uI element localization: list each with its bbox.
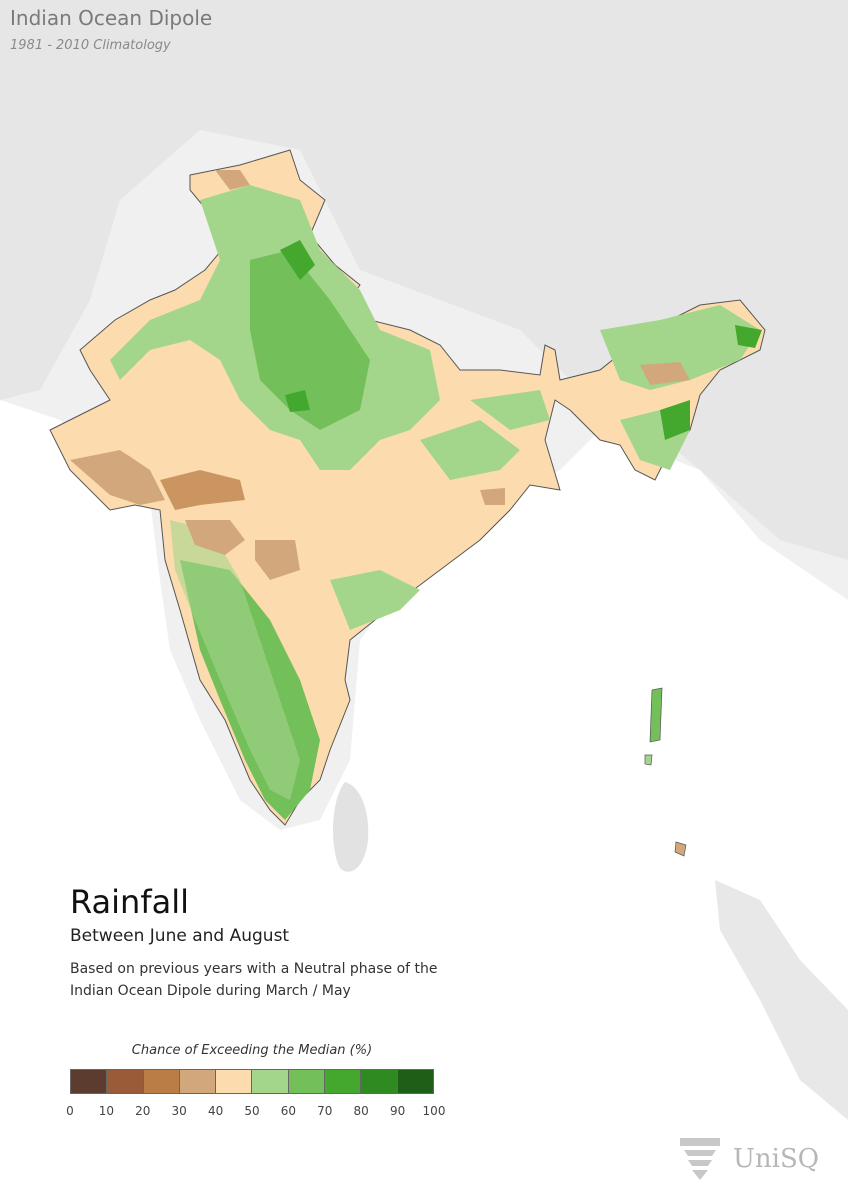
legend-tick-label: 70: [317, 1104, 333, 1118]
zone-dark-green-northeast: [660, 325, 762, 440]
legend-swatch: [361, 1070, 398, 1093]
legend-swatch: [216, 1070, 253, 1093]
legend-swatch: [288, 1070, 326, 1093]
andaman-south-island: [644, 754, 653, 766]
sri-lanka: [333, 782, 369, 872]
indian-ocean: [0, 400, 848, 1199]
page-subtitle: 1981 - 2010 Climatology: [10, 38, 171, 53]
zone-green-gangetic: [250, 250, 370, 430]
zone-tan-deccan: [185, 520, 300, 580]
zone-light-green-northeast: [600, 305, 760, 470]
legend-tick-label: 80: [353, 1104, 369, 1118]
zone-light-green-central-east: [330, 390, 550, 630]
unisq-logo: [680, 1138, 720, 1180]
logo-text: UniSQ: [733, 1144, 820, 1174]
sumatra: [715, 880, 848, 1120]
zone-brown-gujarat: [160, 470, 245, 510]
map-subheading: Between June and August: [70, 926, 290, 946]
legend-swatch: [325, 1070, 362, 1093]
legend-tick-label: 20: [135, 1104, 151, 1118]
legend-tick-label: 10: [98, 1104, 115, 1118]
legend-title: Chance of Exceeding the Median (%): [131, 1043, 373, 1058]
info-panel: Rainfall Between June and August Based o…: [70, 884, 490, 1002]
nicobar-island: [674, 841, 687, 857]
legend-swatch: [107, 1070, 144, 1093]
legend-swatch: [143, 1070, 180, 1093]
legend-swatch: [397, 1070, 433, 1093]
legend-tick-label: 0: [66, 1104, 74, 1118]
unisq-logo-icon: [680, 1138, 720, 1180]
andaman-islands: [649, 687, 663, 743]
legend-tick-label: 60: [280, 1104, 297, 1118]
neighboring-countries: [0, 0, 848, 560]
zone-light-green-west-coast: [170, 520, 300, 800]
legend-tick-label: 40: [207, 1104, 224, 1118]
map-heading: Rainfall: [70, 883, 189, 921]
map-description: Based on previous years with a Neutral p…: [70, 961, 438, 999]
legend-color-scale: [70, 1069, 434, 1094]
legend-tick-label: 100: [422, 1104, 446, 1118]
legend-tick-label: 50: [244, 1104, 260, 1118]
legend-swatch: [179, 1070, 217, 1093]
zone-tan-gujarat: [70, 450, 165, 505]
legend-tick-label: 90: [389, 1104, 406, 1118]
page-title: Indian Ocean Dipole: [10, 6, 213, 30]
legend-swatch: [252, 1070, 289, 1093]
legend-tick-label: 30: [171, 1104, 187, 1118]
zone-dark-green-patches: [280, 240, 315, 412]
legend-swatch: [71, 1070, 108, 1093]
